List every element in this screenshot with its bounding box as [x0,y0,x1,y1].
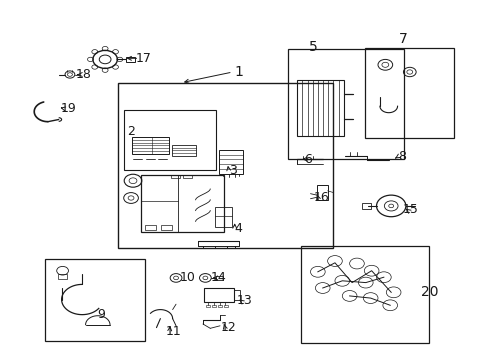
Text: 9: 9 [97,309,105,321]
Bar [126,57,135,62]
Bar [233,290,239,300]
Text: 18: 18 [76,68,92,81]
Bar [141,175,224,232]
Bar [361,203,370,209]
Bar [297,80,343,136]
Text: 17: 17 [135,52,151,65]
Bar [219,150,242,174]
Bar [215,207,232,227]
Text: 7: 7 [398,32,407,46]
Text: 19: 19 [61,102,76,115]
Bar [45,259,145,341]
Text: 11: 11 [165,325,181,338]
Bar [212,305,216,307]
Bar [224,305,227,307]
Bar [204,288,233,302]
Text: 12: 12 [221,321,236,334]
Bar [171,175,180,178]
Text: 3: 3 [228,165,236,177]
Bar [216,276,223,280]
Bar [144,225,155,230]
Text: 2: 2 [127,125,135,138]
Bar [316,185,327,200]
Bar [364,48,453,138]
Text: 15: 15 [402,203,418,216]
Bar [206,305,210,307]
Bar [132,137,168,154]
Bar [118,83,332,248]
Bar [123,110,215,170]
Bar [58,274,67,279]
Text: 6: 6 [304,153,312,166]
Bar [300,246,428,343]
Text: 1: 1 [234,65,243,79]
Text: 16: 16 [313,191,329,204]
Bar [172,145,195,156]
Text: 8: 8 [397,150,405,163]
Bar [161,225,172,230]
Text: 13: 13 [236,294,252,307]
Bar [183,175,192,178]
Text: 5: 5 [308,40,317,54]
Text: 20: 20 [420,285,437,299]
Text: 14: 14 [210,271,226,284]
Bar [218,305,222,307]
Text: 4: 4 [234,222,242,235]
Bar [287,49,403,159]
Text: 10: 10 [179,271,195,284]
